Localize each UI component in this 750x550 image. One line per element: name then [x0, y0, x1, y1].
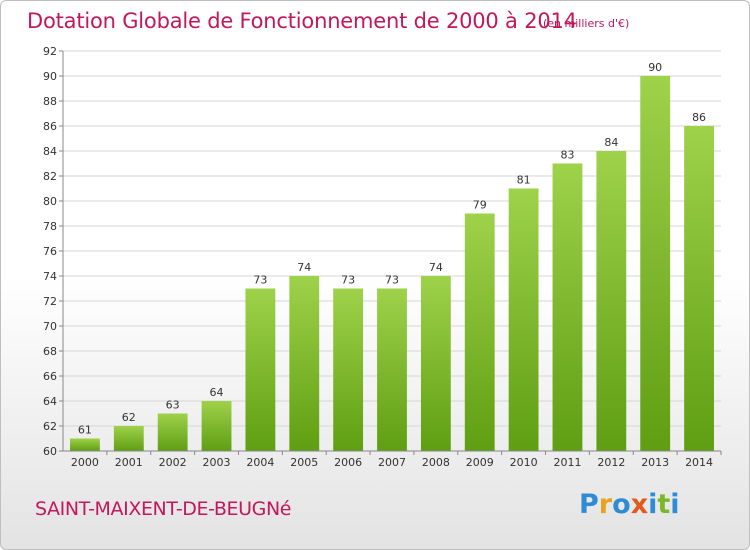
bar	[289, 276, 320, 451]
bar	[684, 126, 714, 451]
bar	[70, 438, 100, 451]
bar-value-label: 79	[473, 199, 487, 212]
bar-value-label: 64	[210, 386, 224, 399]
logo-letter: x	[630, 489, 649, 520]
x-tick-label: 2013	[641, 456, 669, 469]
y-tick-label: 82	[43, 170, 57, 183]
bar	[420, 276, 451, 451]
y-tick-label: 68	[43, 345, 57, 358]
proxiti-logo: Proxiti	[579, 489, 680, 520]
logo-letter: r	[598, 489, 613, 520]
chart-subtitle: (en milliers d'€)	[543, 17, 630, 30]
bar	[596, 151, 627, 451]
x-tick-label: 2012	[597, 456, 625, 469]
bar	[113, 426, 144, 451]
bar-value-label: 74	[429, 261, 443, 274]
x-tick-label: 2011	[553, 456, 581, 469]
bar-value-label: 73	[253, 274, 267, 287]
axes: 60 62 64 66 68 70 72 74 76 78 80 82 84 86 88 90 92 2000 20…	[43, 45, 722, 469]
y-tick-label: 66	[43, 370, 57, 383]
bar-value-label: 63	[166, 399, 180, 412]
y-tick-label: 64	[43, 395, 57, 408]
bars: 61 62 63 64 73 74 73 73 74 79 81 83 84 90 86	[70, 61, 714, 451]
bar-value-label: 86	[692, 111, 706, 124]
y-tick-label: 92	[43, 45, 57, 58]
y-tick-label: 88	[43, 95, 57, 108]
x-tick-label: 2009	[466, 456, 494, 469]
logo-letter: i	[670, 489, 680, 520]
chart-title: Dotation Globale de Fonctionnement de 20…	[27, 9, 577, 33]
x-tick-label: 2010	[510, 456, 538, 469]
x-tick-label: 2001	[115, 456, 143, 469]
y-tick-label: 84	[43, 145, 57, 158]
bar-value-label: 84	[604, 136, 618, 149]
y-tick-label: 76	[43, 245, 57, 258]
bar-value-label: 81	[517, 174, 531, 187]
commune-name: SAINT-MAIXENT-DE-BEUGNé	[35, 498, 292, 520]
bar	[377, 288, 407, 451]
bar-value-label: 90	[648, 61, 662, 74]
x-tick-label: 2008	[422, 456, 450, 469]
bar	[333, 288, 364, 451]
y-tick-label: 74	[43, 270, 57, 283]
logo-letter: P	[579, 489, 599, 520]
x-tick-label: 2007	[378, 456, 406, 469]
bar	[640, 76, 671, 451]
x-tick-label: 2000	[71, 456, 99, 469]
logo-letter: t	[657, 489, 671, 520]
y-tick-label: 86	[43, 120, 57, 133]
y-tick-label: 72	[43, 295, 57, 308]
bar	[464, 213, 495, 451]
bar	[245, 288, 276, 451]
bar	[201, 401, 232, 451]
y-tick-label: 62	[43, 420, 57, 433]
x-tick-label: 2004	[246, 456, 274, 469]
bar-value-label: 73	[341, 274, 355, 287]
x-tick-label: 2005	[290, 456, 318, 469]
bar-value-label: 61	[78, 424, 92, 437]
bar-value-label: 62	[122, 411, 136, 424]
bar-value-label: 73	[385, 274, 399, 287]
y-tick-label: 70	[43, 320, 57, 333]
x-tick-label: 2006	[334, 456, 362, 469]
y-tick-label: 60	[43, 445, 57, 458]
y-tick-label: 90	[43, 70, 57, 83]
bar	[552, 163, 583, 451]
logo-letter: o	[612, 489, 631, 520]
bar-value-label: 74	[297, 261, 311, 274]
bar	[508, 188, 539, 451]
logo-letter: i	[648, 489, 658, 520]
x-tick-label: 2003	[203, 456, 231, 469]
x-tick-label: 2014	[685, 456, 713, 469]
bar-value-label: 83	[560, 149, 574, 162]
y-tick-label: 80	[43, 195, 57, 208]
bar	[157, 413, 188, 451]
x-tick-label: 2002	[159, 456, 187, 469]
y-tick-label: 78	[43, 220, 57, 233]
